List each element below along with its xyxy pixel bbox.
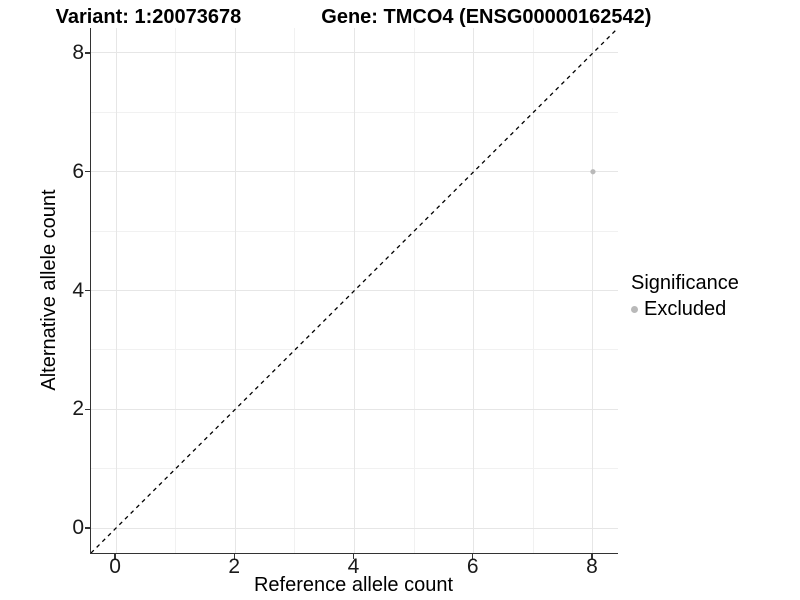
plot-title-variant: Variant: 1:20073678	[55, 6, 242, 28]
data-point-8-6	[590, 169, 596, 175]
legend-item-label: Excluded	[644, 298, 727, 320]
y-tick-label-0: 0	[72, 516, 84, 540]
x-tick-label-8: 8	[586, 555, 598, 578]
plot-title: Variant: 1:20073678 Gene: TMCO4 (ENSG000…	[56, 6, 652, 30]
y-tick-8	[85, 52, 90, 54]
plot-title-gene: Gene: TMCO4 (ENSG00000162542)	[321, 6, 652, 28]
x-tick-8	[591, 554, 593, 559]
y-tick-label-4: 4	[72, 278, 84, 302]
legend-title: Significance	[631, 272, 739, 294]
x-tick-6	[471, 554, 474, 559]
identity-dashed-line	[91, 28, 618, 553]
x-tick-label-6: 6	[466, 555, 479, 578]
x-tick-2	[233, 554, 236, 559]
y-tick-4	[85, 289, 90, 292]
x-axis-title: Reference allele count	[253, 574, 453, 596]
gridline-y-8	[91, 52, 618, 54]
plot-panel	[90, 28, 618, 554]
legend-point-icon	[631, 306, 638, 313]
y-tick-2	[85, 408, 90, 411]
y-tick-label-2: 2	[72, 397, 84, 421]
y-tick-6	[85, 170, 90, 173]
gridline-x-8	[592, 28, 594, 553]
legend-item-excluded: Excluded	[631, 298, 739, 321]
legend: Significance Excluded	[631, 272, 739, 321]
gridline-y-6	[91, 171, 618, 173]
x-tick-4	[352, 554, 355, 559]
plot-canvas	[91, 28, 618, 553]
y-tick-label-6: 6	[72, 159, 84, 183]
x-tick-0	[114, 554, 116, 559]
gridline-x-6	[473, 28, 475, 553]
y-tick-0	[85, 527, 90, 529]
x-tick-label-4: 4	[347, 555, 360, 578]
x-tick-label-2: 2	[228, 555, 241, 578]
x-tick-label-0: 0	[109, 555, 121, 578]
y-tick-label-8: 8	[72, 40, 84, 64]
